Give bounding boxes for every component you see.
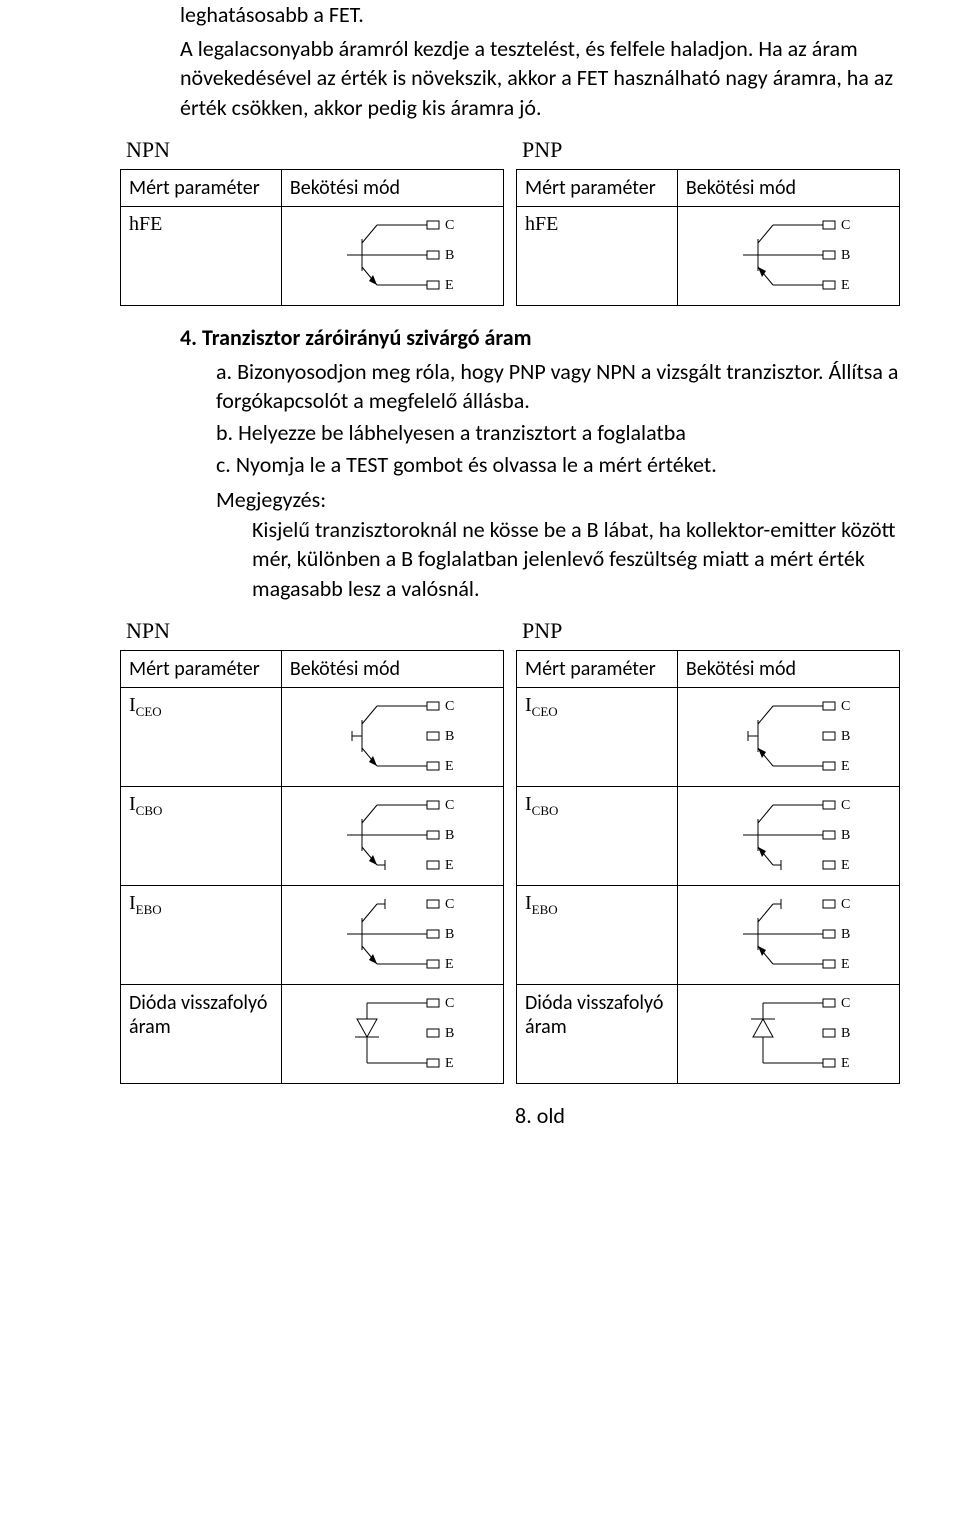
svg-text:C: C xyxy=(841,218,850,233)
table2-npn-r1-param: ICEO xyxy=(121,687,282,786)
svg-text:E: E xyxy=(445,957,454,972)
svg-text:C: C xyxy=(445,798,454,813)
svg-text:E: E xyxy=(841,1056,850,1071)
section4-title: 4. Tranzisztor záróirányú szivárgó áram xyxy=(180,324,900,351)
table2-npn-r2-diagram: C B E xyxy=(281,786,503,885)
section4-c: c. Nyomja le a TEST gombot és olvassa le… xyxy=(216,450,900,480)
svg-text:B: B xyxy=(445,248,454,263)
table2-pnp-label: PNP xyxy=(522,618,900,644)
table2-pnp-h1: Mért paraméter xyxy=(517,650,678,687)
svg-text:E: E xyxy=(445,1056,454,1071)
svg-text:C: C xyxy=(445,996,454,1011)
table2-pnp-r1-param: ICEO xyxy=(517,687,678,786)
table2-npn-r4-param: Dióda visszafolyó áram xyxy=(121,984,282,1083)
svg-text:C: C xyxy=(841,798,850,813)
svg-text:B: B xyxy=(841,927,850,942)
svg-text:C: C xyxy=(841,699,850,714)
table1-pnp-param: hFE xyxy=(517,206,678,305)
table2-pnp-r2-diagram: C B E xyxy=(677,786,899,885)
svg-text:C: C xyxy=(841,996,850,1011)
svg-text:C: C xyxy=(445,897,454,912)
table2-npn-r2-param: ICBO xyxy=(121,786,282,885)
svg-text:E: E xyxy=(841,957,850,972)
section4-note-title: Megjegyzés: xyxy=(216,486,900,513)
intro-line-2: A legalacsonyabb áramról kezdje a teszte… xyxy=(180,34,900,123)
intro-line-1: leghatásosabb a FET. xyxy=(180,0,900,30)
table1-pnp-h2: Bekötési mód xyxy=(677,169,899,206)
svg-text:B: B xyxy=(841,729,850,744)
table1-npn-table: Mért paraméter Bekötési mód hFE C B E xyxy=(120,169,504,306)
svg-text:E: E xyxy=(841,858,850,873)
table1-npn-h2: Bekötési mód xyxy=(281,169,503,206)
table2-pnp-r3-param: IEBO xyxy=(517,885,678,984)
table1-pnp-label: PNP xyxy=(522,137,900,163)
svg-text:C: C xyxy=(445,699,454,714)
table1-npn-diagram: C B E xyxy=(281,206,503,305)
svg-text:C: C xyxy=(841,897,850,912)
table2-pnp-table: Mért paraméter Bekötési mód ICEO C B E xyxy=(516,650,900,1084)
table1-npn: NPN Mért paraméter Bekötési mód hFE C B xyxy=(120,137,504,306)
svg-text:E: E xyxy=(445,759,454,774)
table2-pnp: PNP Mért paraméter Bekötési mód ICEO C xyxy=(516,618,900,1084)
svg-text:C: C xyxy=(445,218,454,233)
svg-text:E: E xyxy=(445,858,454,873)
table2-pnp-h2: Bekötési mód xyxy=(677,650,899,687)
section4-a: a. Bizonyosodjon meg róla, hogy PNP vagy… xyxy=(216,357,900,416)
table1-pnp-h1: Mért paraméter xyxy=(517,169,678,206)
section4-note: Megjegyzés: Kisjelű tranzisztoroknál ne … xyxy=(180,486,900,604)
svg-text:B: B xyxy=(445,927,454,942)
svg-text:E: E xyxy=(841,759,850,774)
table2-pnp-r3-diagram: C B E xyxy=(677,885,899,984)
table2-pair: NPN Mért paraméter Bekötési mód ICEO C xyxy=(120,618,900,1084)
table2-npn-h1: Mért paraméter xyxy=(121,650,282,687)
table2-npn-r3-diagram: C B E xyxy=(281,885,503,984)
svg-text:B: B xyxy=(841,828,850,843)
table2-npn-r4-diagram: C B E xyxy=(281,984,503,1083)
svg-text:E: E xyxy=(841,278,850,293)
table2-pnp-r4-diagram: C B E xyxy=(677,984,899,1083)
page-footer: 8. old xyxy=(180,1102,900,1129)
table2-pnp-r4-param: Dióda visszafolyó áram xyxy=(517,984,678,1083)
table2-npn-h2: Bekötési mód xyxy=(281,650,503,687)
table2-npn-r1-diagram: C B E xyxy=(281,687,503,786)
svg-text:B: B xyxy=(445,729,454,744)
table1-npn-label: NPN xyxy=(126,137,504,163)
svg-text:B: B xyxy=(841,248,850,263)
table2-pnp-r2-param: ICBO xyxy=(517,786,678,885)
table1-pnp-diagram: C B E xyxy=(677,206,899,305)
section4-b: b. Helyezze be lábhelyesen a tranzisztor… xyxy=(216,418,900,448)
svg-text:B: B xyxy=(445,828,454,843)
table2-npn: NPN Mért paraméter Bekötési mód ICEO C xyxy=(120,618,504,1084)
section4-note-body: Kisjelű tranzisztoroknál ne kösse be a B… xyxy=(216,515,900,604)
table1-pnp-table: Mért paraméter Bekötési mód hFE C B E xyxy=(516,169,900,306)
svg-text:B: B xyxy=(445,1026,454,1041)
table2-pnp-r1-diagram: C B E xyxy=(677,687,899,786)
table1-pair: NPN Mért paraméter Bekötési mód hFE C B xyxy=(120,137,900,306)
table1-pnp: PNP Mért paraméter Bekötési mód hFE C B … xyxy=(516,137,900,306)
section4-list: a. Bizonyosodjon meg róla, hogy PNP vagy… xyxy=(180,357,900,480)
table2-npn-r3-param: IEBO xyxy=(121,885,282,984)
table1-npn-param: hFE xyxy=(121,206,282,305)
table2-npn-label: NPN xyxy=(126,618,504,644)
svg-text:B: B xyxy=(841,1026,850,1041)
table1-npn-h1: Mért paraméter xyxy=(121,169,282,206)
table2-npn-table: Mért paraméter Bekötési mód ICEO C B E xyxy=(120,650,504,1084)
svg-text:E: E xyxy=(445,278,454,293)
